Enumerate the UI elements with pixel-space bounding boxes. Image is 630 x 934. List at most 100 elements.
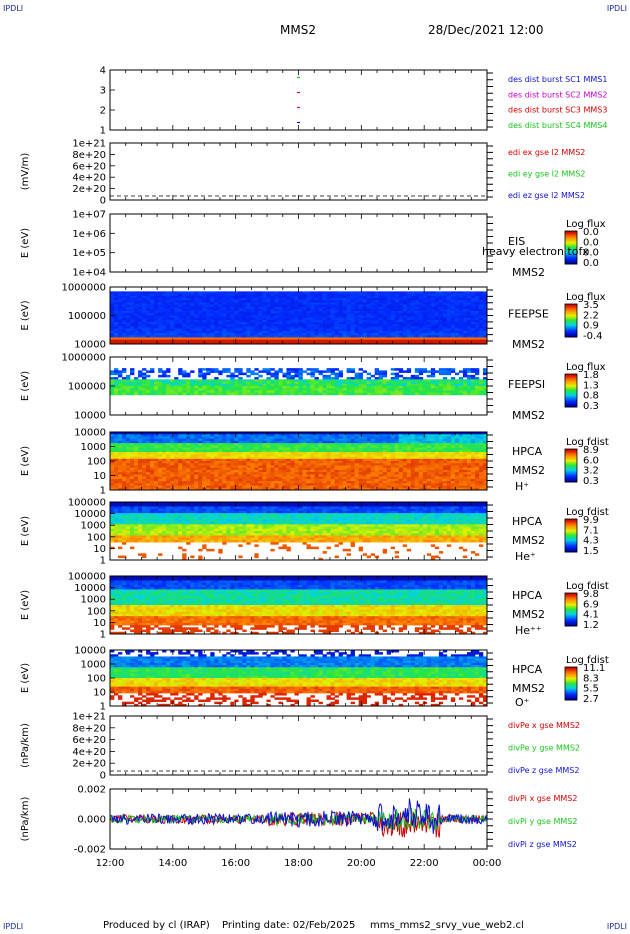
spectrogram-cell — [294, 341, 299, 345]
spectrogram-cell — [370, 304, 375, 308]
spectrogram-cell — [210, 436, 215, 439]
spectrogram-cell — [238, 465, 243, 468]
spectrogram-cell — [442, 339, 448, 343]
spectrogram-cell — [410, 388, 416, 391]
spectrogram-cell — [154, 335, 159, 338]
spectrogram-cell — [162, 302, 167, 305]
spectrogram-cell — [402, 370, 408, 373]
spectrogram-cell — [334, 390, 339, 393]
spectrogram-cell — [410, 341, 416, 345]
spectrogram-cell — [222, 315, 227, 318]
spectrogram-cell — [238, 447, 243, 451]
spectrogram-cell — [110, 341, 115, 345]
spectrogram-cell — [358, 313, 363, 316]
spectrogram-cell — [266, 481, 271, 484]
spectrogram-cell — [226, 481, 231, 484]
spectrogram-cell — [114, 304, 119, 308]
spectrogram-cell — [222, 308, 227, 312]
spectrogram-cell — [174, 302, 179, 305]
spectrogram-cell — [122, 328, 127, 332]
spectrogram-cell — [462, 372, 468, 376]
spectrogram-cell — [450, 377, 456, 380]
spectrogram-cell — [150, 333, 155, 336]
spectrogram-cell — [466, 368, 472, 371]
spectrogram-cell — [278, 476, 283, 480]
spectrogram-cell — [230, 341, 235, 345]
spectrogram-cell — [294, 454, 299, 457]
spectrogram-cell — [406, 333, 412, 336]
spectrogram-cell — [230, 469, 235, 473]
y-tick-label: 1e+05 — [72, 248, 106, 259]
spectrogram-cell — [446, 381, 452, 385]
spectrogram-cell — [262, 324, 267, 327]
spectrogram-cell — [374, 370, 380, 373]
spectrogram-cell — [138, 481, 143, 484]
spectrogram-cell — [326, 388, 331, 391]
spectrogram-cell — [210, 478, 215, 482]
spectrogram-cell — [430, 337, 436, 340]
spectrogram-cell — [222, 319, 227, 323]
spectrogram-cell — [198, 306, 203, 310]
spectrogram-cell — [310, 324, 315, 327]
spectrogram-cell — [290, 308, 295, 312]
spectrogram-cell — [214, 390, 219, 393]
spectrogram-cell — [262, 392, 267, 396]
spectrogram-cell — [150, 330, 155, 334]
spectrogram-cell — [150, 383, 155, 387]
spectrogram-cell — [450, 386, 456, 389]
spectrogram-cell — [186, 317, 191, 321]
spectrogram-cell — [342, 300, 347, 303]
spectrogram-cell — [210, 440, 215, 444]
spectrogram-cell — [170, 330, 175, 334]
corner-label-top-left: IPDLI — [3, 4, 24, 13]
spectrogram-cell — [162, 481, 167, 484]
spectrogram-cell — [114, 485, 119, 489]
spectrogram-cell — [302, 447, 307, 451]
spectrogram-cell — [122, 463, 127, 466]
spectrogram-cell — [222, 313, 227, 316]
spectrogram-cell — [390, 302, 396, 305]
spectrogram-cell — [278, 295, 283, 299]
spectrogram-cell — [222, 311, 227, 314]
spectrogram-cell — [442, 335, 448, 338]
spectrogram-cell — [126, 438, 131, 442]
spectrogram-cell — [346, 383, 351, 387]
spectrogram-cell — [438, 392, 444, 396]
spectrogram-cell — [434, 326, 440, 329]
spectrogram-cell — [174, 333, 179, 336]
spectrogram-cell — [122, 436, 127, 439]
spectrogram-cell — [178, 341, 183, 345]
spectrogram-cell — [266, 304, 271, 308]
spectrogram-cell — [150, 469, 155, 473]
spectrogram-cells — [110, 368, 488, 396]
spectrogram-cell — [366, 322, 371, 325]
spectrogram-cell — [426, 319, 432, 323]
spectrogram-cell — [214, 341, 219, 345]
spectrogram-cell — [130, 478, 135, 482]
colorbar-cell — [565, 401, 577, 404]
spectrogram-cell — [174, 306, 179, 310]
spectrogram-cell — [290, 445, 295, 448]
spectrogram-cell — [374, 322, 380, 325]
spectrogram-cell — [150, 368, 155, 371]
spectrogram-cell — [142, 447, 147, 451]
spectrogram-cell — [398, 302, 404, 305]
spectrogram-cell — [254, 432, 259, 435]
spectrogram-cell — [234, 326, 239, 329]
spectrogram-cell — [266, 432, 271, 435]
spectrogram-cell — [346, 341, 351, 345]
spectrogram-cell — [318, 449, 323, 453]
spectrogram-cell — [350, 370, 355, 373]
colorbar-cell — [565, 398, 577, 401]
spectrogram-cell — [290, 434, 295, 437]
spectrogram-cell — [394, 383, 400, 387]
spectrogram-cell — [238, 436, 243, 439]
spectrogram-cell — [234, 436, 239, 439]
spectrogram-cell — [346, 335, 351, 338]
spectrogram-cell — [226, 463, 231, 466]
spectrogram-cell — [202, 313, 207, 316]
spectrogram-cell — [278, 452, 283, 455]
spectrogram-cell — [466, 374, 472, 378]
spectrogram-cell — [358, 372, 363, 376]
spectrogram-cell — [322, 300, 327, 303]
